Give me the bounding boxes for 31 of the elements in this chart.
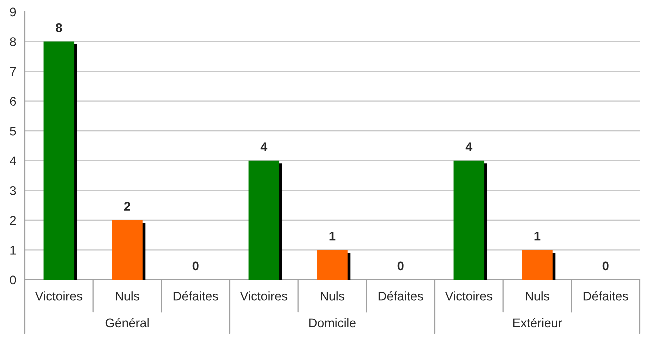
data-label: 1 <box>534 232 541 241</box>
x-tick-label: Victoires <box>240 292 288 301</box>
data-label: 4 <box>260 142 268 152</box>
y-tick-label: 3 <box>10 186 16 196</box>
y-tick-label: 5 <box>10 127 16 136</box>
data-label: 4 <box>466 142 473 152</box>
y-tick-label: 4 <box>10 156 16 166</box>
y-tick-label: 6 <box>10 97 16 106</box>
x-tick-label: Nuls <box>321 292 345 301</box>
x-tick-label: Défaites <box>584 291 628 301</box>
y-tick-label: 2 <box>10 216 16 225</box>
x-tick-label: Nuls <box>526 292 550 301</box>
x-tick-label: Nuls <box>116 292 140 301</box>
data-label: 1 <box>330 232 336 241</box>
text: Général <box>106 318 149 328</box>
data-label: 8 <box>56 24 62 32</box>
data-label: 2 <box>124 202 130 211</box>
data-label: 0 <box>398 262 404 271</box>
y-tick-label: 9 <box>10 8 16 17</box>
x-tick-label: Victoires <box>445 292 493 301</box>
y-tick-label: 7 <box>10 67 16 76</box>
x-tick-label: Victoires <box>35 292 83 301</box>
x-tick-label: Défaites <box>174 291 218 301</box>
y-tick-label: 8 <box>10 38 16 46</box>
text: Domicile <box>310 318 356 328</box>
y-tick-label: 1 <box>10 246 16 255</box>
data-label: 0 <box>192 262 199 271</box>
x-tick-label: Défaites <box>378 291 424 301</box>
y-tick-label: 0 <box>10 276 16 285</box>
text: Extérieur <box>514 318 562 328</box>
data-label: 0 <box>602 262 609 271</box>
